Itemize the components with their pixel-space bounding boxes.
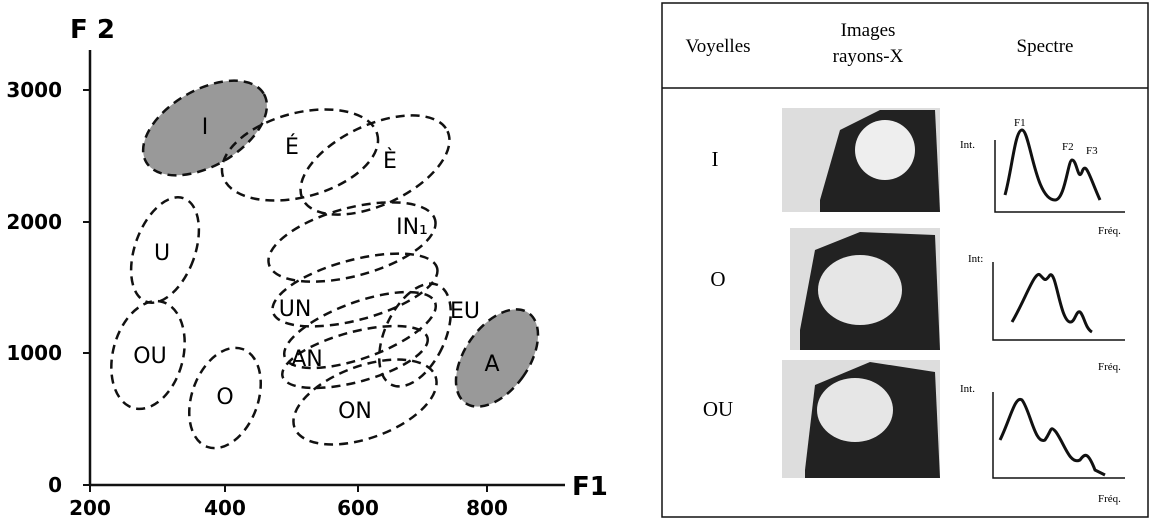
peak-label: F2 (1062, 141, 1074, 153)
vowel: OU (703, 397, 733, 421)
y-tick-label: 3000 (6, 78, 62, 102)
region-on (292, 358, 438, 446)
xray-cavity (817, 378, 893, 442)
spectrum-curve (1010, 273, 1093, 334)
spectrum-curve (998, 397, 1106, 477)
spectrum-y-label: Int. (960, 139, 975, 151)
y-axis-label: F 2 (70, 15, 115, 45)
xray-images (782, 108, 940, 478)
x-axis-label: F1 (572, 472, 608, 502)
region-o (188, 346, 262, 450)
vowel: I (712, 147, 719, 171)
region-eu (377, 282, 453, 388)
region-e-acute (220, 108, 380, 202)
spectrum-curve (1003, 128, 1102, 202)
region-in (267, 201, 437, 283)
region-label: IN₁ (396, 215, 428, 240)
spectrum-axes (992, 392, 1125, 479)
region-label: A (484, 352, 499, 377)
region-i (141, 79, 269, 177)
spectrum-axes (992, 262, 1125, 341)
peak-label: F3 (1086, 145, 1098, 157)
header-images: rayons-X (833, 46, 904, 67)
spectrum-x-label: Fréq. (1098, 493, 1121, 505)
xray-cavity (818, 255, 902, 325)
spectrum-x-label: Fréq. (1098, 361, 1121, 373)
region-label: O (216, 385, 233, 410)
formant-chart: F 2 F1 200 400 600 800 0 1000 2000 3000 I É È IN₁ U… (6, 15, 608, 520)
peak-label: F1 (1014, 117, 1026, 129)
spectra (992, 128, 1125, 479)
header-vowels: Voyelles (685, 36, 750, 57)
x-tick-label: 200 (69, 496, 111, 520)
x-tick-label: 800 (466, 496, 508, 520)
x-tick-label: 400 (204, 496, 246, 520)
y-tick-label: 0 (48, 473, 62, 497)
region-un (282, 290, 438, 370)
spectrum-axes (994, 140, 1125, 213)
y-tick-label: 1000 (6, 341, 62, 365)
region-label: U (154, 241, 170, 266)
region-a (454, 308, 540, 408)
region-label: UN (279, 297, 312, 322)
xray-cavity (855, 120, 915, 180)
region-ou (110, 299, 186, 411)
region-u (129, 196, 201, 304)
region-label: È (383, 148, 397, 174)
header-images: Images (841, 20, 896, 41)
y-tick-label: 2000 (6, 210, 62, 234)
region-label: OU (133, 344, 166, 369)
vowel-table: Voyelles Images rayons-X Spectre I O OU (661, 2, 1149, 518)
vowel: O (710, 267, 725, 291)
region-label: AN (291, 347, 323, 372)
spectrum-y-label: Int. (960, 383, 975, 395)
x-tick-label: 600 (337, 496, 379, 520)
table-frame (661, 2, 1149, 518)
region-an (281, 324, 429, 390)
region-label: É (285, 134, 299, 160)
spectrum-x-label: Fréq. (1098, 225, 1121, 237)
region-label: I (202, 115, 209, 140)
region-e-grave (299, 114, 451, 216)
region-band (271, 252, 439, 328)
header-spectrum: Spectre (1017, 36, 1074, 57)
region-label: ON (338, 399, 372, 424)
region-label: EU (450, 299, 480, 324)
spectrum-y-label: Int: (968, 253, 983, 265)
